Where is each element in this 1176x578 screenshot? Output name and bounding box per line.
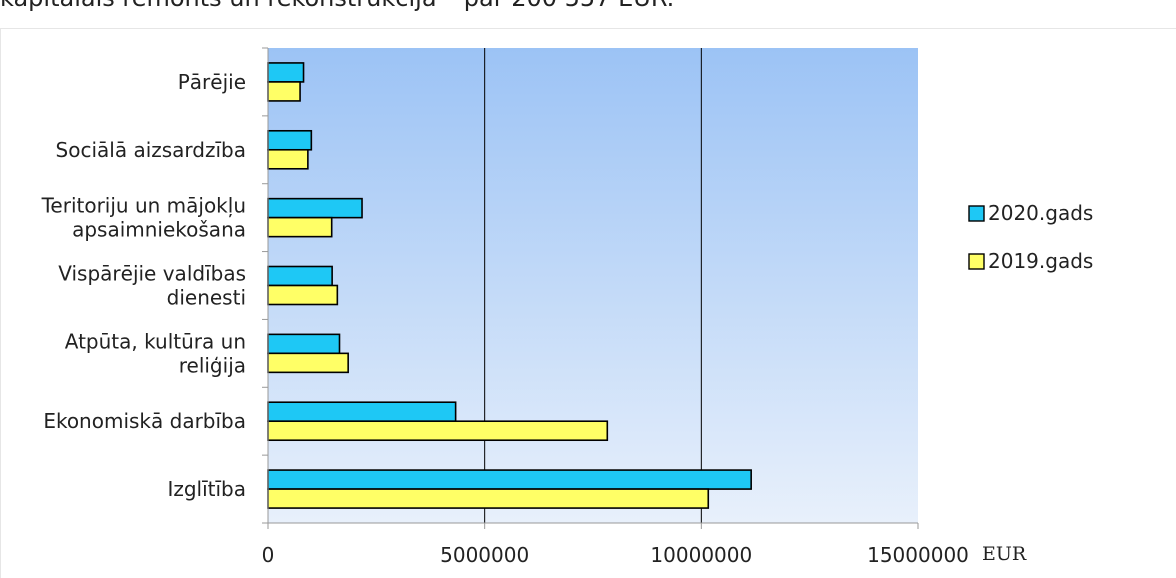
category-label: apsaimniekošana: [72, 218, 246, 242]
legend-swatch: [968, 205, 985, 222]
bar-series2: [267, 352, 349, 374]
x-axis-unit-label: EUR: [982, 543, 1027, 565]
x-tick-label: 15000000: [867, 543, 969, 567]
category-label: dienesti: [167, 286, 246, 310]
category-label: Vispārējie valdības: [58, 262, 246, 286]
bar-series2: [267, 488, 710, 509]
bar-series1: [267, 265, 333, 287]
category-label: Ekonomiskā darbība: [43, 409, 246, 433]
x-tick-label: 0: [262, 543, 275, 567]
bar-series2: [267, 420, 609, 442]
chart-frame: [0, 28, 1176, 578]
category-label: Pārējie: [178, 70, 246, 94]
category-label: Sociālā aizsardzība: [56, 138, 246, 162]
bar-series2: [267, 148, 309, 170]
bar-series1: [267, 129, 313, 151]
category-label: Atpūta, kultūra un: [65, 329, 246, 353]
plot-area: [268, 48, 918, 523]
bar-series2: [267, 284, 339, 306]
bar-series1: [267, 469, 752, 490]
bar-series2: [267, 81, 301, 102]
legend-label: 2019.gads: [988, 249, 1093, 273]
x-tick-label: 5000000: [440, 543, 529, 567]
category-label: Teritoriju un mājokļu: [41, 194, 246, 218]
bar-series2: [267, 216, 333, 238]
header-text: kapitālais remonts un rekonstrukcija – p…: [0, 0, 674, 12]
category-label: Izglītība: [167, 477, 246, 501]
bar-series1: [267, 197, 363, 219]
bar-series1: [267, 401, 457, 423]
bar-series1: [267, 333, 341, 355]
legend-swatch: [968, 253, 985, 270]
bar-series1: [267, 62, 305, 83]
legend-label: 2020.gads: [988, 201, 1093, 225]
category-label: reliģija: [179, 353, 246, 377]
x-tick-label: 10000000: [650, 543, 752, 567]
